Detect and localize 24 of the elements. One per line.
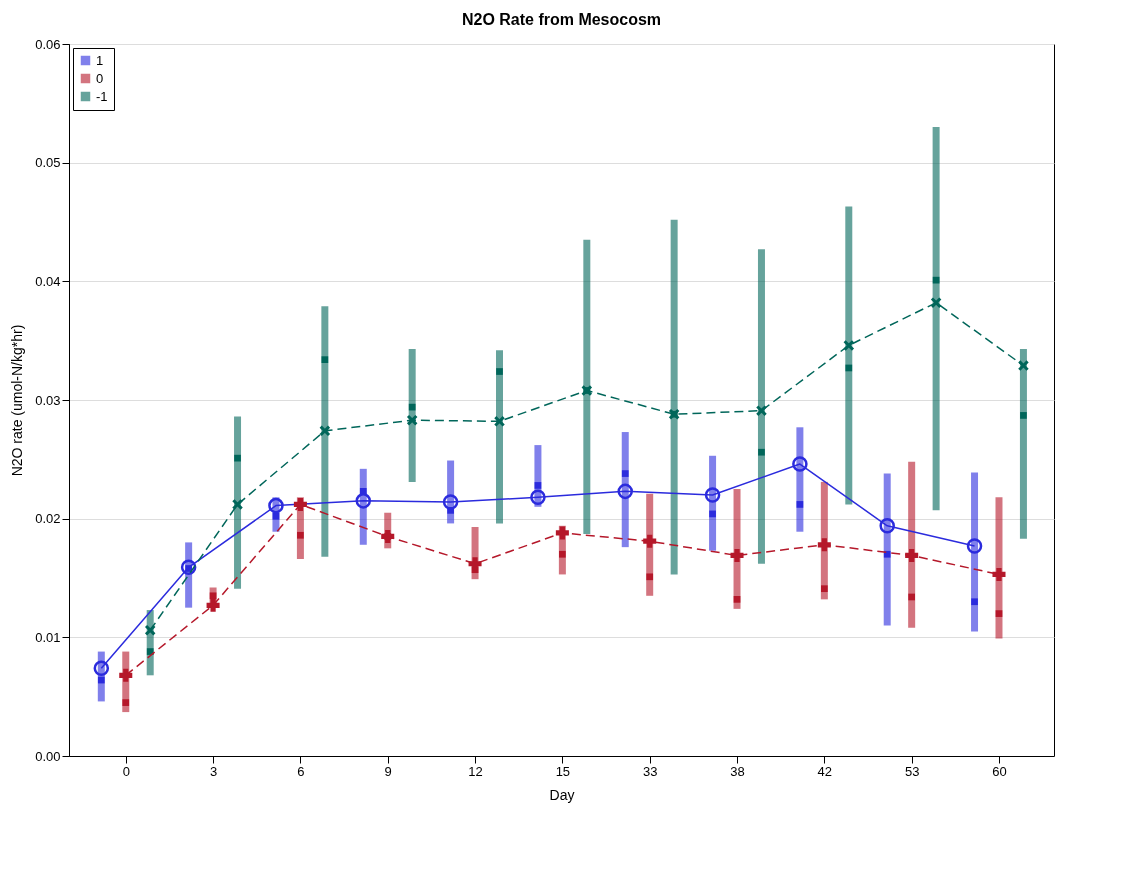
x-tick-label: 60 xyxy=(992,763,1007,779)
y-tick-label: 0.05 xyxy=(35,155,61,171)
x-tick-label: 3 xyxy=(209,763,218,779)
legend-label: 1 xyxy=(96,52,104,68)
x-tick-label: 38 xyxy=(730,763,745,779)
x-tick-label: 42 xyxy=(817,763,833,779)
x-tick-label: 6 xyxy=(297,763,305,779)
y-tick-label: 0.03 xyxy=(35,392,61,408)
x-tick-label: 12 xyxy=(468,763,483,779)
x-tick-label: 0 xyxy=(122,763,130,779)
x-tick-label: 53 xyxy=(904,763,920,779)
legend-label: -1 xyxy=(96,88,108,104)
y-tick-label: 0.02 xyxy=(35,511,61,527)
y-tick-label: 0.00 xyxy=(35,748,61,764)
y-tick-label: 0.04 xyxy=(35,273,61,289)
x-tick-label: 33 xyxy=(642,763,658,779)
y-axis-title: N2O rate (umol-N/kg*hr) xyxy=(9,324,26,477)
legend-label: 0 xyxy=(96,70,104,86)
y-tick-label: 0.01 xyxy=(35,629,61,645)
x-tick-label: 9 xyxy=(384,763,392,779)
x-tick-label: 15 xyxy=(555,763,571,779)
chart-title: N2O Rate from Mesocosm xyxy=(461,11,662,28)
x-axis-title: Day xyxy=(549,786,575,803)
y-tick-label: 0.06 xyxy=(35,36,61,52)
